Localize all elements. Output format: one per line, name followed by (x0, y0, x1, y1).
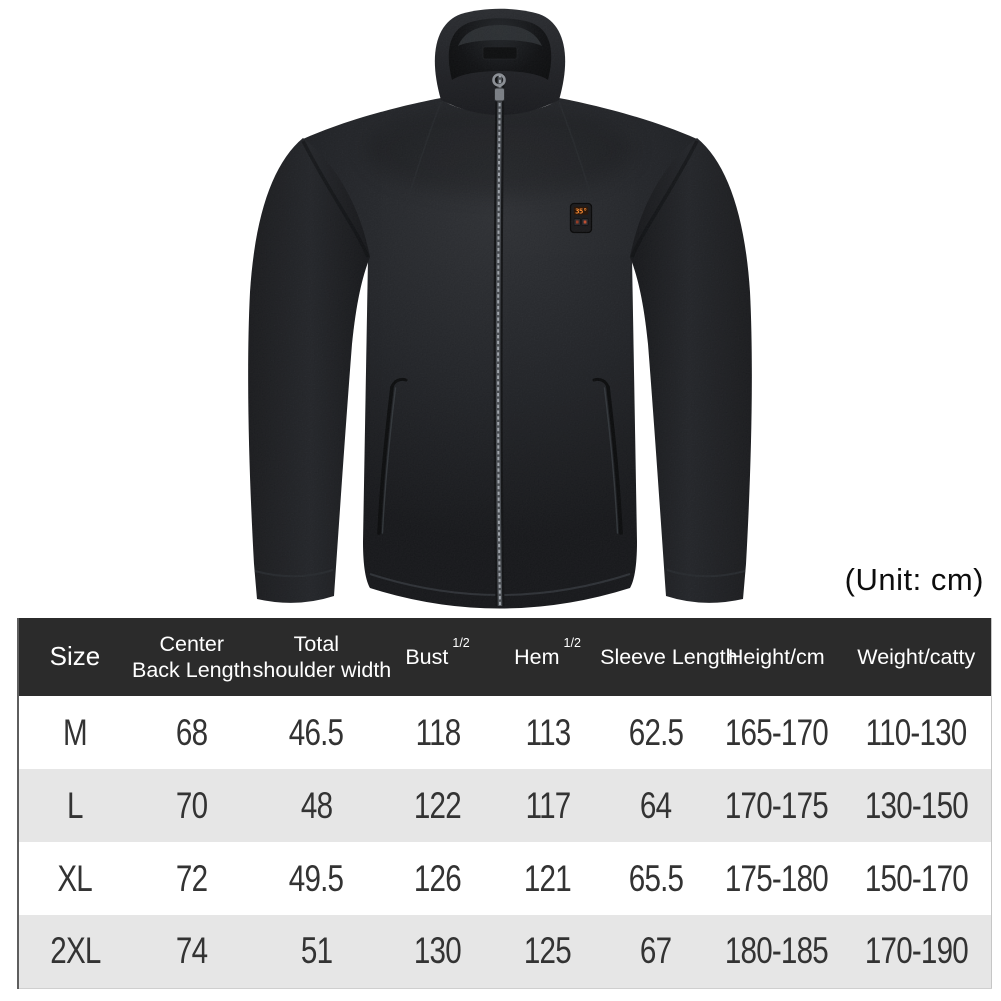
bust-value: 130 (414, 930, 462, 972)
sleeve-length-value: 62.5 (628, 711, 683, 753)
col-header-total-shoulder-width: Total shoulder width (252, 631, 392, 682)
col-header-sleeve-length: Sleeve Length (600, 644, 738, 669)
col-header-hem: Hem1/2 (514, 635, 581, 669)
bust-half-superscript: 1/2 (452, 635, 470, 650)
height-range-value: 175-180 (724, 857, 829, 899)
sleeve-length-value: 65.5 (628, 857, 683, 899)
fleece-texture (248, 8, 752, 609)
col-header-bust: Bust1/2 (405, 635, 470, 669)
col-header-size: Size (49, 641, 101, 672)
size-row-xl: XL 72 49.5 126 121 65.5 175-180 150-170 (18, 842, 992, 915)
center-back-length-value: 72 (176, 857, 208, 899)
hem-value: 117 (525, 784, 571, 826)
height-range-value: 170-175 (724, 784, 829, 826)
size-row-l: L 70 48 122 117 64 170-175 130-150 (18, 769, 992, 842)
size-label: L (67, 784, 83, 826)
size-chart-table: Size Center Back Length Total shoulder w… (17, 618, 992, 989)
weight-range-value: 150-170 (864, 857, 969, 899)
center-back-length-value: 68 (176, 711, 208, 753)
hem-value: 121 (524, 857, 572, 899)
height-range-value: 180-185 (724, 930, 829, 972)
col-header-center-back-length: Center Back Length (132, 631, 252, 682)
shoulder-width-value: 48 (300, 784, 333, 826)
hem-value: 113 (525, 711, 571, 753)
hem-value: 125 (524, 930, 572, 972)
center-back-length-value: 74 (176, 930, 208, 972)
bust-value: 122 (414, 784, 462, 826)
size-label: XL (57, 857, 93, 899)
weight-range-value: 110-130 (865, 711, 968, 753)
height-range-value: 165-170 (724, 711, 829, 753)
center-back-length-value: 70 (176, 784, 208, 826)
unit-note: (Unit: cm) (844, 562, 984, 597)
size-label: M (63, 711, 88, 753)
shoulder-width-value: 51 (300, 930, 333, 972)
weight-range-value: 170-190 (864, 930, 969, 972)
shoulder-width-value: 46.5 (289, 711, 344, 753)
size-label: 2XL (49, 930, 101, 972)
size-row-2xl: 2XL 74 51 130 125 67 180-185 170-190 (18, 915, 992, 988)
bust-value: 118 (415, 711, 461, 753)
sleeve-length-value: 67 (639, 930, 672, 972)
shoulder-width-value: 49.5 (289, 857, 344, 899)
size-row-m: M 68 46.5 118 113 62.5 165-170 110-130 (18, 696, 992, 769)
size-chart-header-row: Size Center Back Length Total shoulder w… (18, 618, 992, 696)
jacket-photo: 35° (248, 8, 752, 609)
col-header-weight-catty: Weight/catty (857, 644, 976, 669)
hem-half-superscript: 1/2 (563, 635, 581, 650)
bust-value: 126 (414, 857, 462, 899)
col-header-height-cm: Height/cm (727, 644, 825, 669)
weight-range-value: 130-150 (864, 784, 969, 826)
sleeve-length-value: 64 (639, 784, 672, 826)
